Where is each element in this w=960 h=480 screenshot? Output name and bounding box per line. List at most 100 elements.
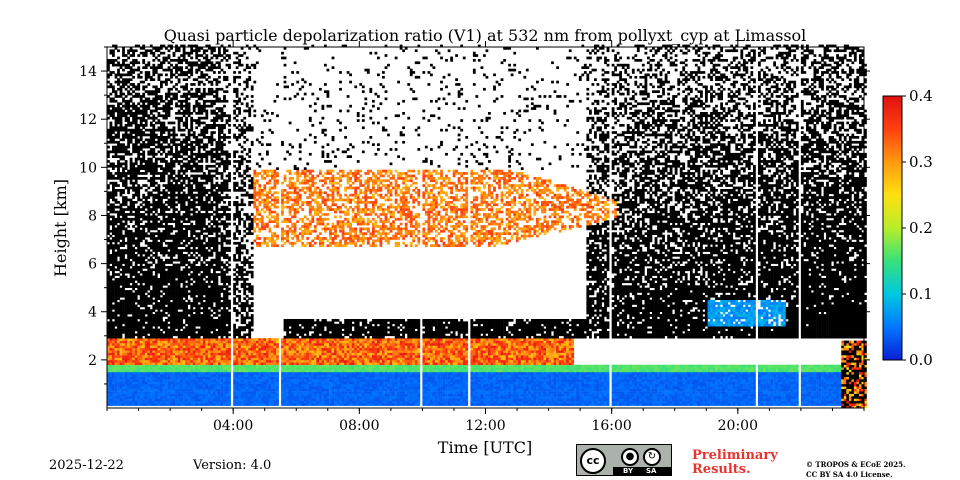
heatmap-cell xyxy=(152,239,156,243)
heatmap-cell xyxy=(122,138,125,142)
heatmap-cell xyxy=(129,345,133,349)
heatmap-cell xyxy=(157,256,161,260)
heatmap-cell xyxy=(192,379,196,382)
heatmap-cell xyxy=(215,225,219,228)
heatmap-cell xyxy=(154,222,158,226)
heatmap-cell xyxy=(137,225,141,228)
heatmap-cell xyxy=(197,68,201,72)
heatmap-cell xyxy=(132,340,135,344)
heatmap-cell xyxy=(154,205,158,209)
heatmap-cell xyxy=(207,316,211,320)
heatmap-cell xyxy=(137,75,141,79)
heatmap-cell xyxy=(215,280,219,284)
heatmap-cell xyxy=(172,54,176,57)
heatmap-cell xyxy=(154,319,158,322)
heatmap-cell xyxy=(149,167,153,170)
heatmap-cell xyxy=(109,266,113,269)
heatmap-cell xyxy=(107,237,110,240)
heatmap-cell xyxy=(197,189,201,192)
heatmap-cell xyxy=(109,278,113,281)
heatmap-cell xyxy=(147,71,151,74)
heatmap-cell xyxy=(202,244,206,247)
heatmap-cell xyxy=(144,234,148,238)
heatmap-cell xyxy=(162,290,166,293)
heatmap-cell xyxy=(160,244,163,247)
heatmap-cell xyxy=(182,352,186,356)
heatmap-cell xyxy=(142,107,146,110)
heatmap-cell xyxy=(202,374,206,377)
heatmap-cell xyxy=(195,184,199,187)
heatmap-cell xyxy=(139,343,143,346)
heatmap-cell xyxy=(213,275,216,279)
heatmap-cell xyxy=(149,124,153,127)
heatmap-cell xyxy=(170,71,173,74)
heatmap-cell xyxy=(182,316,186,320)
heatmap-cell xyxy=(109,83,113,86)
heatmap-cell xyxy=(207,362,211,365)
heatmap-cell xyxy=(122,379,125,382)
heatmap-cell xyxy=(202,143,206,146)
heatmap-cell xyxy=(134,263,138,267)
heatmap-cell xyxy=(190,304,194,308)
heatmap-cell xyxy=(137,398,141,402)
heatmap-cell xyxy=(162,400,166,404)
heatmap-cell xyxy=(192,49,196,53)
heatmap-cell xyxy=(170,357,173,361)
heatmap-cell xyxy=(172,258,176,262)
heatmap-cell xyxy=(187,167,191,170)
heatmap-cell xyxy=(162,352,166,356)
heatmap-cell xyxy=(147,205,151,209)
heatmap-cell xyxy=(190,191,194,195)
heatmap-cell xyxy=(129,128,133,132)
heatmap-cell xyxy=(132,362,135,365)
heatmap-cell xyxy=(129,398,133,402)
heatmap-cell xyxy=(147,391,151,394)
heatmap-cell xyxy=(112,249,115,252)
heatmap-cell xyxy=(109,333,113,337)
heatmap-cell xyxy=(142,51,146,55)
heatmap-cell xyxy=(205,306,209,310)
heatmap-cell xyxy=(202,155,206,158)
heatmap-cell xyxy=(180,393,183,397)
heatmap-cell xyxy=(142,343,146,346)
heatmap-cell xyxy=(202,234,206,238)
heatmap-cell xyxy=(167,302,171,305)
heatmap-cell xyxy=(122,239,125,243)
heatmap-cell xyxy=(165,338,168,341)
heatmap-cell xyxy=(192,244,196,247)
heatmap-cell xyxy=(152,215,156,219)
heatmap-cell xyxy=(134,189,138,192)
heatmap-cell xyxy=(187,213,191,216)
heatmap-cell xyxy=(124,393,128,397)
heatmap-cell xyxy=(129,311,133,315)
heatmap-cell xyxy=(147,362,151,365)
heatmap-cell xyxy=(167,355,171,358)
heatmap-cell xyxy=(112,189,115,192)
heatmap-cell xyxy=(187,263,191,267)
heatmap-cell xyxy=(117,362,120,365)
heatmap-cell xyxy=(167,49,171,53)
heatmap-cell xyxy=(117,189,120,192)
heatmap-cell xyxy=(144,184,148,187)
heatmap-cell xyxy=(190,333,194,337)
heatmap-cell xyxy=(207,213,211,216)
heatmap-cell xyxy=(144,66,148,69)
heatmap-cell xyxy=(122,340,125,344)
heatmap-cell xyxy=(175,138,178,142)
heatmap-cell xyxy=(117,379,120,382)
heatmap-cell xyxy=(213,388,216,392)
heatmap-cell xyxy=(170,80,173,84)
heatmap-cell xyxy=(139,167,143,170)
heatmap-cell xyxy=(107,85,110,89)
heatmap-cell xyxy=(167,280,171,284)
heatmap-cell xyxy=(205,388,209,392)
heatmap-cell xyxy=(215,234,219,238)
heatmap-cell xyxy=(122,357,125,361)
heatmap-cell xyxy=(200,343,204,346)
heatmap-cell xyxy=(149,121,153,125)
heatmap-cell xyxy=(157,143,161,146)
heatmap-cell xyxy=(154,95,158,98)
heatmap-cell xyxy=(119,270,123,274)
heatmap-cell xyxy=(134,383,138,387)
heatmap-cell xyxy=(122,292,125,296)
